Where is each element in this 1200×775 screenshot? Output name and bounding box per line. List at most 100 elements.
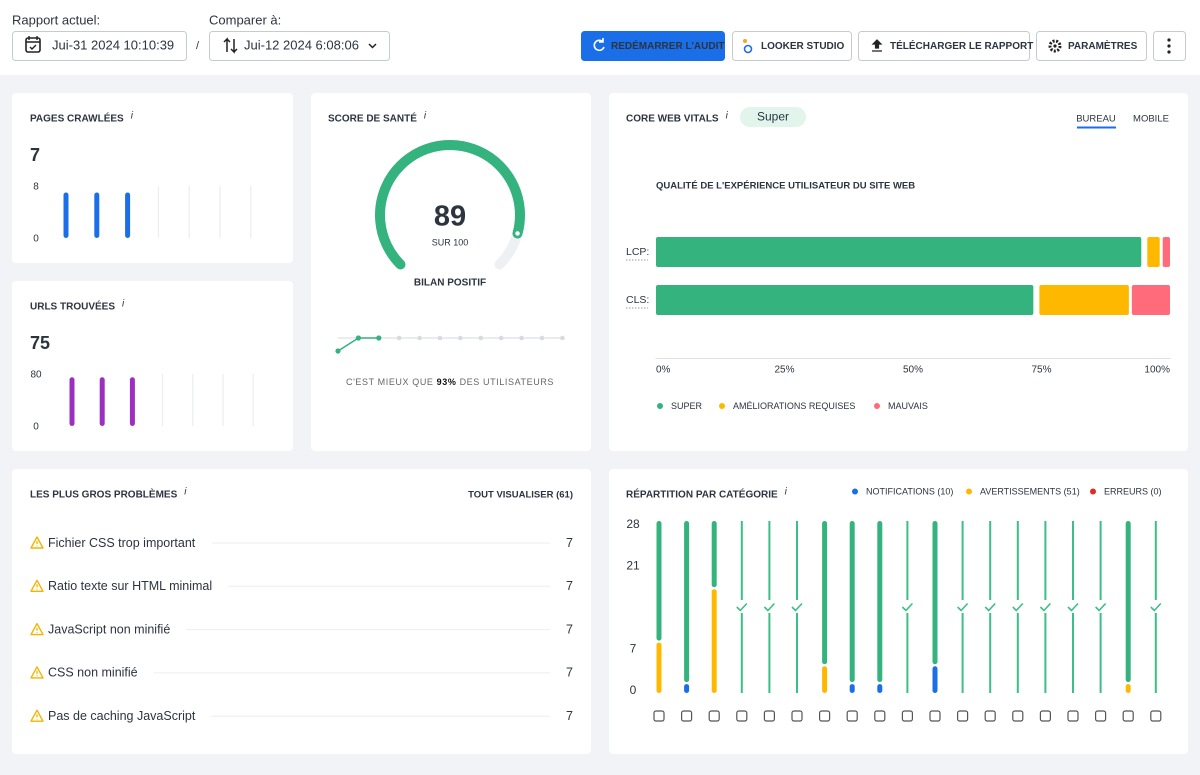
card-title: RÉPARTITION PAR CATÉGORIE [626,488,778,501]
button[interactable] [732,31,852,61]
category-icon[interactable] [1122,710,1134,722]
tab[interactable]: MOBILE [1133,114,1169,125]
bar-segment [1125,684,1131,693]
bar-segment [656,285,1034,315]
trend-placeholder-dot [560,335,565,341]
date-picker[interactable] [12,31,187,61]
check-icon [763,602,775,612]
problem-count: 7 [566,666,573,680]
x-tick-label: 100% [1144,365,1170,376]
check-icon [1012,602,1024,612]
category-icon[interactable] [1012,710,1024,722]
bar [125,192,131,238]
check-bg [791,600,803,613]
button[interactable] [858,31,1030,61]
check-bg [1149,600,1162,613]
looker-icon [743,39,747,43]
category-icon[interactable] [1039,710,1052,722]
legend-label: AMÉLIORATIONS REQUISES [733,401,855,411]
card [12,93,293,263]
problem-count: 7 [566,579,573,593]
check-icon [1039,602,1051,612]
category-icon[interactable] [984,710,996,722]
legend-dot [966,488,972,495]
problem-label[interactable]: Fichier CSS trop important [48,536,196,550]
bar-segment [711,589,717,693]
card-title: LES PLUS GROS PROBLÈMES [30,488,178,501]
info: i [184,487,187,498]
date: Jui-12 2024 6:08:06 [244,37,359,52]
y-tick-label: 21 [626,559,640,573]
label: Rapport actuel: [12,12,100,27]
trend-placeholder-dot [417,335,422,341]
card-title: PAGES CRAWLÉES [30,112,124,125]
date-picker[interactable] [209,31,390,61]
category-icon[interactable] [736,710,748,722]
warning-icon [30,709,44,722]
button-label: TÉLÉCHARGER LE RAPPORT [890,39,1033,52]
problem-label[interactable]: Pas de caching JavaScript [48,709,196,723]
button[interactable] [581,31,725,61]
x-tick-label: 25% [774,365,794,376]
legend-label: ERREURS (0) [1104,486,1162,496]
check-icon [736,602,748,612]
button[interactable] [1036,31,1147,61]
ok-track [849,521,855,683]
y-tick-label: 8 [33,182,39,193]
category-icon[interactable] [846,710,858,722]
category-icon[interactable] [763,710,776,722]
category-icon[interactable] [680,710,693,722]
category-icon[interactable] [791,710,803,722]
category-icon[interactable] [818,710,831,722]
menu-dot [1167,38,1171,42]
bar [69,377,75,426]
label: Comparer à: [209,12,281,27]
check-bg [763,600,776,613]
trend-dot [355,335,361,341]
bar [99,377,105,426]
bar-segment [822,666,828,693]
category-icon[interactable] [956,710,969,722]
button-label: LOOKER STUDIO [761,41,845,52]
category-label: LCP: [626,246,649,258]
tab[interactable]: BUREAU [1076,114,1116,125]
bar-segment [1162,237,1170,267]
info: i [785,487,788,498]
comparison-part: C'EST MIEUX QUE [346,377,437,387]
legend-label: AVERTISSEMENTS (51) [980,486,1080,496]
problem-label[interactable]: JavaScript non minifié [48,622,170,636]
bar-segment [1039,285,1129,315]
problem-count: 7 [566,622,573,636]
category-icon[interactable] [653,710,665,722]
category-icon[interactable] [1150,710,1162,722]
category-icon[interactable] [874,710,886,722]
problem-label[interactable]: Ratio texte sur HTML minimal [48,579,212,593]
trend-placeholder-dot [396,335,402,341]
check-icon [984,602,996,612]
problem-count: 7 [566,536,573,550]
category-label: CLS: [626,294,649,306]
trend-placeholder-dot [478,335,484,341]
problem-label[interactable]: CSS non minifié [48,666,138,680]
legend-dot [719,403,725,409]
bar-segment [1147,237,1160,267]
warning-icon [30,622,44,636]
trend-placeholder-dot [458,335,463,341]
status: BILAN POSITIF [414,278,486,289]
ok-track [711,521,717,588]
category-icon[interactable] [901,710,914,722]
category-icon[interactable] [1067,710,1079,722]
calendar-icon [26,36,40,50]
score-scale: SUR 100 [432,237,469,247]
link[interactable]: TOUT VISUALISER (61) [468,490,573,501]
category-icon[interactable] [1094,710,1107,722]
category-icon[interactable] [708,710,720,722]
x-tick-label: 75% [1031,365,1051,376]
check-icon [791,602,803,612]
category-icon[interactable] [929,710,941,722]
info: i [122,299,125,310]
info: i [131,111,134,122]
gauge-end [513,229,522,238]
warning-icon [30,666,44,679]
